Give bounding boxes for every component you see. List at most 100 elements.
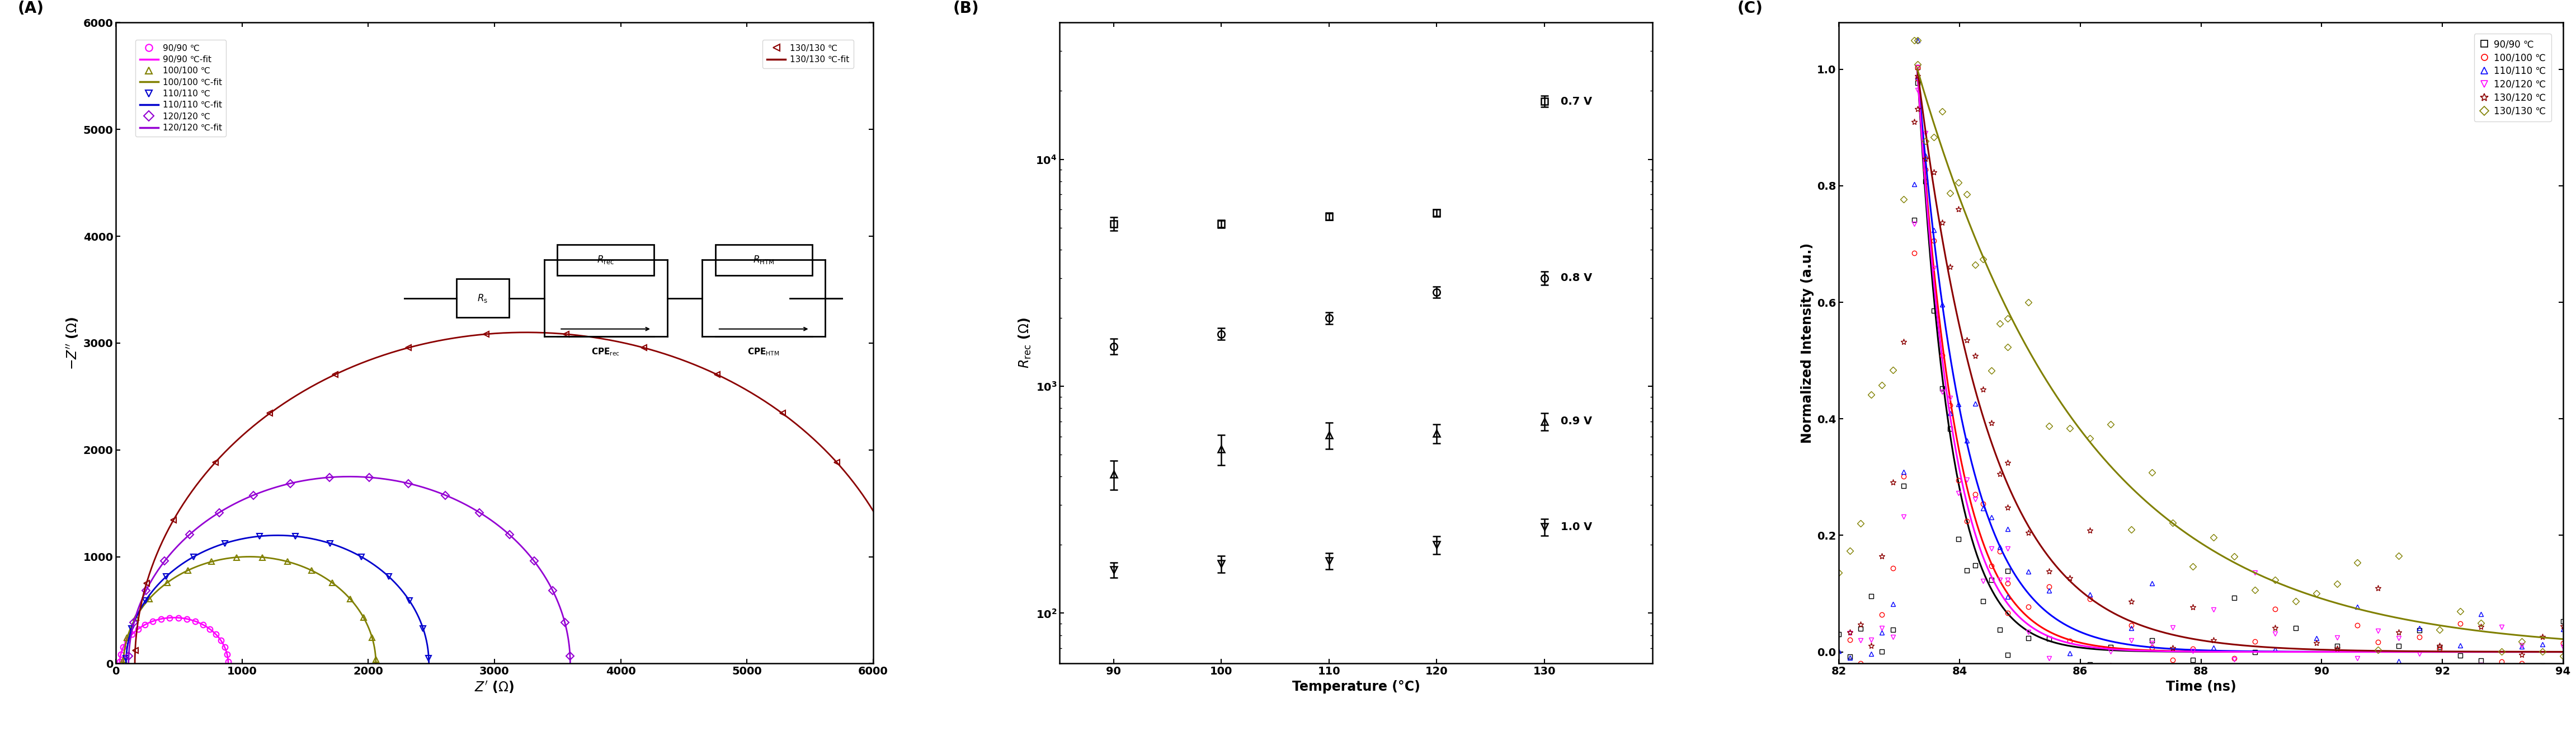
130/120 ℃ [2300, 639, 2331, 648]
120/120 ℃ [1960, 495, 1991, 504]
130/120 ℃ [2486, 670, 2517, 679]
130/120 ℃ [1899, 118, 1929, 127]
130/120 ℃ [1991, 503, 2022, 512]
130/120 ℃ [1911, 155, 1942, 164]
130/130 ℃ [1950, 190, 1981, 199]
90/90 ℃ [1878, 625, 1909, 634]
100/100 ℃ [2321, 662, 2352, 671]
100/100 ℃ [1899, 248, 1929, 257]
130/130 ℃ [2012, 298, 2043, 307]
130/130 ℃ [2280, 596, 2311, 605]
90/90 ℃ [2239, 648, 2269, 657]
90/90 ℃ [1901, 63, 1932, 72]
130/120 ℃ [2321, 644, 2352, 653]
90/90 ℃ [2259, 676, 2290, 685]
130/130 ℃ [1878, 366, 1909, 375]
110/110 ℃ [1855, 649, 1886, 658]
130/120 ℃ [1901, 72, 1932, 81]
100/100 ℃ [1824, 676, 1855, 685]
130/120 ℃ [2012, 529, 2043, 538]
130/130 ℃ [1901, 60, 1932, 69]
120/120 ℃ [1868, 624, 1899, 633]
130/120 ℃ [2115, 597, 2146, 606]
130/130 ℃ [2424, 625, 2455, 634]
120/120 ℃ [1919, 264, 1950, 273]
110/110 ℃ [1888, 467, 1919, 477]
130/120 ℃ [1844, 620, 1875, 629]
130/130 ℃ [2156, 518, 2187, 527]
130/130 ℃ [2300, 589, 2331, 598]
90/90 ℃ [2136, 636, 2166, 645]
130/120 ℃ [1919, 168, 1950, 177]
120/120 ℃ [1878, 633, 1909, 642]
Line: 130/130 ℃: 130/130 ℃ [1837, 38, 2566, 681]
120/120 ℃ [1834, 629, 1865, 638]
130/130 ℃ [2136, 468, 2166, 477]
110/110 ℃ [2074, 590, 2105, 599]
110/110 ℃ [1935, 409, 1965, 418]
90/90 ℃ [1927, 384, 1958, 393]
130/120 ℃ [1855, 642, 1886, 651]
110/110 ℃ [2280, 676, 2311, 685]
110/110 ℃ [2012, 567, 2043, 576]
90/90 ℃ [2424, 642, 2455, 651]
Text: 0.7 V: 0.7 V [1561, 96, 1592, 106]
110/110 ℃ [2156, 673, 2187, 682]
90/90 ℃ [2177, 656, 2208, 665]
130/120 ℃ [2527, 633, 2558, 642]
110/110 ℃ [1942, 400, 1973, 409]
100/100 ℃ [2177, 644, 2208, 653]
110/110 ℃ [1868, 628, 1899, 637]
130/120 ℃ [2053, 574, 2084, 583]
110/110 ℃ [2032, 586, 2063, 595]
90/90 ℃ [1824, 630, 1855, 639]
130/130 ℃ [2321, 579, 2352, 588]
120/120 ℃ [1927, 388, 1958, 397]
120/120 ℃ [1950, 476, 1981, 485]
110/110 ℃ [1899, 179, 1929, 188]
90/90 ℃ [1834, 652, 1865, 661]
120/120 ℃ [1855, 635, 1886, 644]
110/110 ℃ [2465, 609, 2496, 618]
110/110 ℃ [1901, 35, 1932, 44]
100/100 ℃ [2383, 663, 2414, 672]
120/120 ℃ [2424, 672, 2455, 681]
110/110 ℃ [2177, 662, 2208, 671]
130/120 ℃ [2156, 644, 2187, 653]
130/130 ℃ [1911, 136, 1942, 146]
100/100 ℃ [1968, 499, 1999, 508]
130/130 ℃ [1942, 178, 1973, 187]
120/120 ℃ [2548, 642, 2576, 651]
120/120 ℃ [2094, 647, 2125, 656]
130/120 ℃ [2280, 666, 2311, 675]
100/100 ℃ [2094, 676, 2125, 685]
130/120 ℃ [1824, 670, 1855, 679]
90/90 ℃ [2465, 656, 2496, 665]
100/100 ℃ [1960, 489, 1991, 498]
100/100 ℃ [2259, 604, 2290, 613]
90/90 ℃ [1888, 482, 1919, 491]
130/120 ℃ [2074, 526, 2105, 535]
100/100 ℃ [1855, 666, 1886, 675]
100/100 ℃ [1878, 564, 1909, 573]
100/100 ℃ [2032, 582, 2063, 591]
100/100 ℃ [2115, 621, 2146, 630]
130/130 ℃ [1899, 35, 1929, 44]
130/120 ℃ [1991, 458, 2022, 467]
110/110 ℃ [2527, 640, 2558, 649]
100/100 ℃ [1976, 561, 2007, 570]
Y-axis label: $R_{\rm rec}$ ($\Omega$): $R_{\rm rec}$ ($\Omega$) [1018, 317, 1033, 369]
120/120 ℃ [2403, 649, 2434, 658]
110/110 ℃ [1919, 225, 1950, 234]
90/90 ℃ [1844, 624, 1875, 633]
130/130 ℃ [1888, 195, 1919, 204]
100/100 ℃ [2465, 668, 2496, 677]
130/130 ℃ [1901, 35, 1932, 44]
130/130 ℃ [1844, 519, 1875, 528]
110/110 ℃ [1976, 513, 2007, 522]
90/90 ℃ [1960, 561, 1991, 570]
130/130 ℃ [1935, 188, 1965, 198]
120/120 ℃ [1901, 63, 1932, 72]
120/120 ℃ [2300, 676, 2331, 685]
90/90 ℃ [2197, 665, 2228, 674]
